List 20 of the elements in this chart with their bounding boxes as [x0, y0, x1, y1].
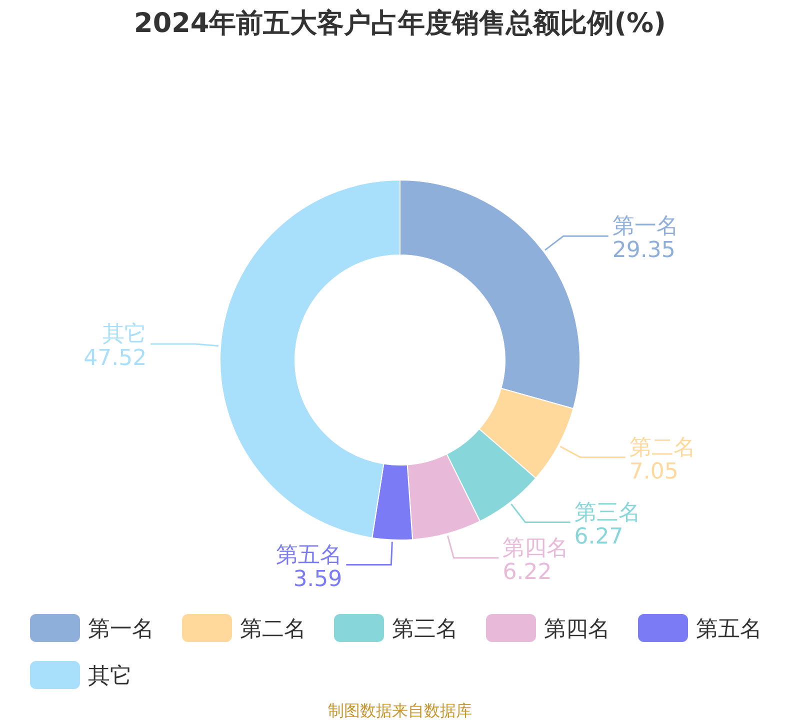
data-label: 29.35 [612, 238, 676, 264]
chart-title: 2024年前五大客户占年度销售总额比例(%) [134, 8, 666, 39]
slice-label: 第一名 [612, 214, 678, 240]
data-label: 6.22 [502, 560, 552, 585]
legend-label: 第二名 [240, 617, 306, 642]
slice-label: 第三名 [574, 500, 640, 526]
data-label: 47.52 [84, 346, 147, 372]
legend-label: 第五名 [696, 617, 762, 642]
legend-label: 第一名 [88, 617, 154, 642]
legend-label: 其它 [88, 664, 132, 689]
slice-label: 第四名 [502, 536, 569, 561]
slice-label: 第二名 [629, 435, 696, 460]
slice-label: 第五名 [276, 542, 342, 568]
data-label: 3.59 [293, 566, 342, 592]
data-label: 6.27 [574, 524, 624, 550]
slice-label: 其它 [102, 322, 147, 348]
data-label: 7.05 [629, 459, 678, 484]
text: 制图数据来自数据库 [328, 701, 472, 720]
legend-label: 第三名 [392, 617, 458, 642]
legend-label: 第四名 [544, 617, 610, 642]
